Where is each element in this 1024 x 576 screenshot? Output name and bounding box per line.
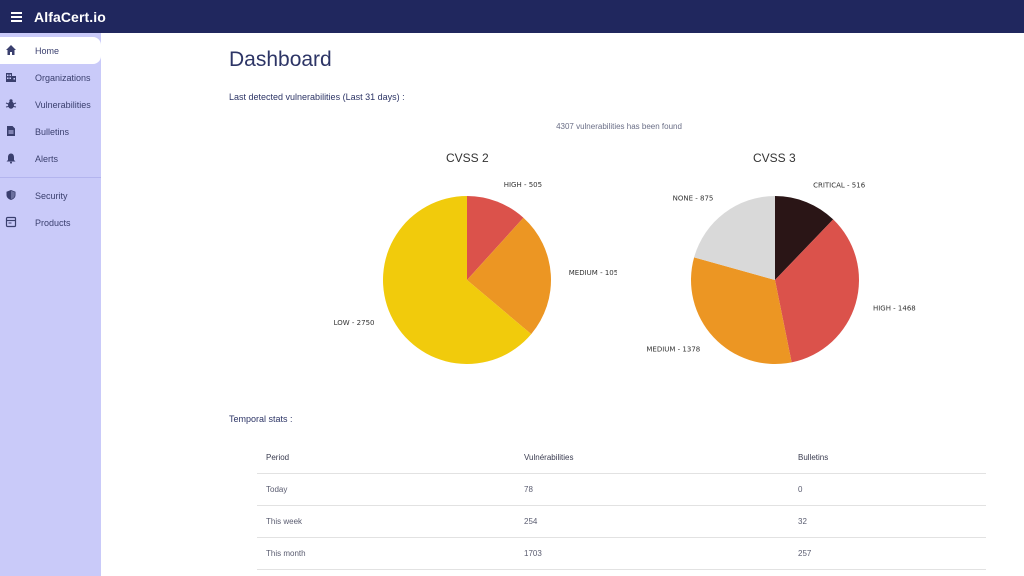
sidebar-item-bulletins[interactable]: Bulletins	[0, 118, 101, 145]
temporal-stats-title: Temporal stats :	[229, 414, 293, 424]
pie-slice-critical[interactable]	[775, 196, 834, 280]
main-content: Dashboard Last detected vulnerabilities …	[101, 33, 1024, 576]
box-icon	[5, 216, 17, 228]
temporal-stats-table: Period Vulnérabilities Bulletins Today 7…	[257, 442, 986, 570]
document-icon	[5, 125, 17, 137]
vulnerabilities-cell: 1703	[515, 536, 789, 570]
sidebar-item-label: Products	[35, 217, 71, 228]
pie-label-medium: MEDIUM - 1378	[646, 345, 700, 353]
app-title[interactable]: AlfaCert.io	[34, 8, 106, 25]
period-cell: This month	[257, 536, 515, 570]
pie-slice-medium[interactable]	[467, 217, 551, 335]
vulnerabilities-found-count: 4307 vulnerabilities has been found	[556, 122, 682, 131]
sidebar-item-home[interactable]: Home	[0, 37, 101, 64]
sidebar-item-label: Organizations	[35, 72, 91, 83]
sidebar-item-organizations[interactable]: Organizations	[0, 64, 101, 91]
table-header-row: Period Vulnérabilities Bulletins	[257, 442, 986, 473]
pie-label-high: HIGH - 505	[504, 181, 542, 189]
home-icon	[5, 44, 17, 56]
sidebar-item-security[interactable]: Security	[0, 182, 101, 209]
sidebar-divider	[0, 177, 101, 178]
pie-slice-none[interactable]	[694, 196, 775, 280]
cvss2-pie-chart: HIGH - 505 MEDIUM - 1052 LOW - 2750	[334, 181, 617, 364]
sidebar-item-products[interactable]: Products	[0, 209, 101, 236]
vulnerabilities-cell: 78	[515, 472, 789, 505]
bulletins-cell: 0	[789, 472, 986, 505]
sidebar-item-vulnerabilities[interactable]: Vulnerabilities	[0, 91, 101, 118]
bell-icon	[5, 152, 17, 164]
period-header: Period	[266, 452, 290, 462]
vulnerabilities-subtitle: Last detected vulnerabilities (Last 31 d…	[229, 92, 405, 102]
sidebar-item-label: Home	[35, 45, 60, 56]
period-cell: This week	[257, 504, 515, 537]
bulletins-cell: 32	[789, 504, 986, 537]
pie-slice-low[interactable]	[383, 196, 532, 364]
pie-label-critical: CRITICAL - 516	[813, 181, 866, 189]
sidebar-item-label: Vulnerabilities	[35, 99, 91, 110]
shield-icon	[5, 189, 17, 201]
cvss3-pie-chart: CRITICAL - 516 HIGH - 1468 MEDIUM - 1378 NO…	[646, 181, 916, 364]
bulletins-cell: 257	[789, 536, 986, 570]
bug-icon	[5, 98, 17, 110]
sidebar-item-label: Bulletins	[35, 126, 70, 137]
pie-slice-high[interactable]	[467, 196, 524, 280]
vulnerabilities-cell: 254	[515, 504, 789, 537]
building-icon	[5, 71, 17, 83]
pie-slice-high[interactable]	[775, 219, 859, 363]
pie-slice-medium[interactable]	[691, 257, 792, 364]
pie-label-low: LOW - 2750	[334, 319, 375, 327]
sidebar-item-alerts[interactable]: Alerts	[0, 145, 101, 172]
bulletins-header: Bulletins	[798, 452, 829, 462]
sidebar-item-label: Alerts	[35, 153, 59, 164]
sidebar: Home Organizations Vulnerabilities Bulle…	[0, 33, 101, 576]
table-row: This month 1703 257	[257, 536, 986, 570]
period-cell: Today	[257, 472, 515, 505]
pie-label-high: HIGH - 1468	[873, 304, 916, 312]
hamburger-menu-icon[interactable]	[4, 5, 28, 29]
top-app-bar: AlfaCert.io	[0, 0, 1024, 33]
sidebar-item-label: Security	[35, 190, 68, 201]
page-title: Dashboard	[229, 48, 332, 71]
cvss2-chart-title: CVSS 2	[446, 151, 489, 165]
cvss3-chart-title: CVSS 3	[753, 151, 796, 165]
pie-label-none: NONE - 875	[673, 195, 714, 203]
vulnerabilities-header: Vulnérabilities	[524, 452, 574, 462]
table-row: This week 254 32	[257, 504, 986, 537]
table-row: Today 78 0	[257, 472, 986, 505]
pie-label-medium: MEDIUM - 1052	[569, 269, 617, 277]
